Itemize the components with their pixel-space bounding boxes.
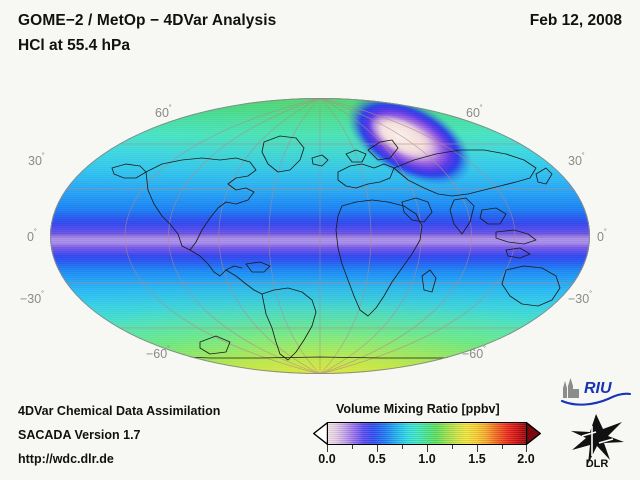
colorbar-over-arrow [526, 422, 541, 445]
lat-label-left-0: 0˚ [27, 228, 37, 245]
riu-logo: RIU [560, 378, 632, 406]
colorbar-ticks [327, 445, 528, 452]
mollweide-map [50, 98, 590, 374]
colorbar-tick-0: 0.0 [318, 452, 336, 466]
lat-label-right-m30: −30˚ [568, 290, 593, 307]
dlr-logo: DLR [571, 414, 624, 468]
colorbar-tick-2: 1.0 [418, 452, 436, 466]
riu-wordmark: RIU [584, 380, 612, 397]
footer-url[interactable]: http://wdc.dlr.de [18, 452, 114, 466]
footer-line-2: SACADA Version 1.7 [18, 428, 141, 442]
colorbar-under-arrow [313, 422, 328, 445]
lat-label-right-60: 60˚ [466, 104, 483, 121]
colorbar-tick-3: 1.5 [468, 452, 486, 466]
page-title: GOME−2 / MetOp − 4DVar Analysis [18, 12, 277, 29]
lat-label-left-60: 60˚ [155, 104, 172, 121]
footer-line-1: 4DVar Chemical Data Assimilation [18, 404, 221, 418]
date-label: Feb 12, 2008 [529, 12, 622, 29]
lat-label-left-30: 30˚ [28, 152, 45, 169]
coastlines [71, 135, 583, 361]
page-subtitle: HCl at 55.4 hPa [18, 37, 130, 54]
lat-label-left-m30: −30˚ [20, 290, 45, 307]
colorbar-tick-1: 0.5 [368, 452, 386, 466]
colorbar [313, 422, 541, 452]
lat-label-right-m60: −60˚ [462, 345, 487, 362]
map-clip [50, 98, 590, 374]
colorbar-title: Volume Mixing Ratio [ppbv] [336, 402, 500, 416]
colorbar-gradient [327, 422, 527, 445]
graticule [50, 98, 590, 374]
colorbar-tick-4: 2.0 [517, 452, 535, 466]
dlr-wordmark: DLR [586, 458, 609, 468]
lat-label-right-0: 0˚ [597, 228, 607, 245]
lat-label-right-30: 30˚ [568, 152, 585, 169]
lat-label-left-m60: −60˚ [146, 345, 171, 362]
